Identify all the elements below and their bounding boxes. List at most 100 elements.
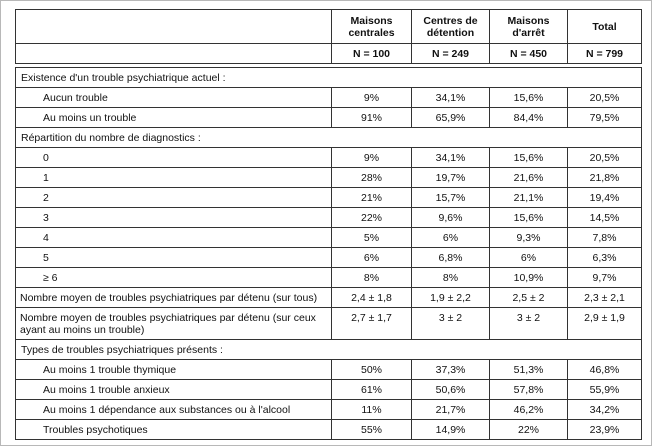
value-cell: 3 ± 2	[489, 307, 568, 340]
row-label: Nombre moyen de troubles psychiatriques …	[15, 307, 332, 340]
row-label: 1	[15, 167, 332, 188]
value-cell: 15,6%	[489, 87, 568, 108]
value-cell: 34,1%	[411, 147, 490, 168]
table-row: Au moins 1 dépendance aux substances ou …	[15, 399, 643, 420]
value-cell: 6%	[489, 247, 568, 268]
table-row: 5 6% 6,8% 6% 6,3%	[15, 247, 643, 268]
row-label: 0	[15, 147, 332, 168]
value-cell: 21,1%	[489, 187, 568, 208]
value-cell: 28%	[331, 167, 412, 188]
value-cell: 50,6%	[411, 379, 490, 400]
value-cell: 2,9 ± 1,9	[566, 307, 643, 340]
value-cell: 21,8%	[566, 167, 643, 188]
value-cell: 9%	[331, 87, 412, 108]
value-cell: 1,9 ± 2,2	[411, 287, 490, 308]
value-cell: 61%	[331, 379, 412, 400]
value-cell: 14,9%	[411, 419, 490, 440]
row-label: Au moins un trouble	[15, 107, 332, 128]
value-cell: 2,7 ± 1,7	[331, 307, 412, 340]
n-maisons-arret: N = 450	[489, 43, 568, 64]
value-cell: 9,7%	[566, 267, 643, 288]
row-label: Au moins 1 dépendance aux substances ou …	[15, 399, 332, 420]
row-label: 5	[15, 247, 332, 268]
value-cell: 6,8%	[411, 247, 490, 268]
row-label: 2	[15, 187, 332, 208]
value-cell: 8%	[411, 267, 490, 288]
table-row: Nombre moyen de troubles psychiatriques …	[15, 287, 643, 308]
row-label: Nombre moyen de troubles psychiatriques …	[15, 287, 332, 308]
table-row: ≥ 6 8% 8% 10,9% 9,7%	[15, 267, 643, 288]
col-header-total: Total	[567, 9, 642, 44]
value-cell: 2,5 ± 2	[489, 287, 568, 308]
value-cell: 21,7%	[411, 399, 490, 420]
value-cell: 6,3%	[566, 247, 643, 268]
section-row: Répartition du nombre de diagnostics :	[14, 127, 643, 148]
row-label: 4	[15, 227, 332, 248]
table-row: Au moins 1 trouble anxieux 61% 50,6% 57,8% 5…	[15, 379, 643, 400]
section-label: Répartition du nombre de diagnostics :	[14, 127, 643, 148]
value-cell: 21,6%	[489, 167, 568, 188]
section-label: Types de troubles psychiatriques présent…	[14, 339, 643, 360]
value-cell: 2,4 ± 1,8	[331, 287, 412, 308]
table-body: Existence d'un trouble psychiatrique act…	[14, 67, 643, 440]
corner-n-cell	[15, 43, 332, 64]
value-cell: 20,5%	[566, 147, 643, 168]
row-label: Aucun trouble	[15, 87, 332, 108]
table-row: 0 9% 34,1% 15,6% 20,5%	[15, 147, 643, 168]
value-cell: 79,5%	[566, 107, 643, 128]
section-row: Existence d'un trouble psychiatrique act…	[14, 67, 643, 88]
section-label: Existence d'un trouble psychiatrique act…	[14, 67, 643, 88]
value-cell: 34,1%	[411, 87, 490, 108]
value-cell: 55,9%	[566, 379, 643, 400]
value-cell: 14,5%	[566, 207, 643, 228]
value-cell: 15,7%	[411, 187, 490, 208]
value-cell: 3 ± 2	[411, 307, 490, 340]
value-cell: 34,2%	[566, 399, 643, 420]
value-cell: 22%	[331, 207, 412, 228]
value-cell: 8%	[331, 267, 412, 288]
value-cell: 9,3%	[489, 227, 568, 248]
value-cell: 5%	[331, 227, 412, 248]
value-cell: 57,8%	[489, 379, 568, 400]
value-cell: 37,3%	[411, 359, 490, 380]
row-label: Au moins 1 trouble anxieux	[15, 379, 332, 400]
value-cell: 46,8%	[566, 359, 643, 380]
value-cell: 15,6%	[489, 207, 568, 228]
value-cell: 22%	[489, 419, 568, 440]
value-cell: 84,4%	[489, 107, 568, 128]
table-row: Aucun trouble 9% 34,1% 15,6% 20,5%	[15, 87, 643, 108]
n-total: N = 799	[567, 43, 642, 64]
value-cell: 6%	[331, 247, 412, 268]
value-cell: 6%	[411, 227, 490, 248]
value-cell: 23,9%	[566, 419, 643, 440]
table-row: Au moins 1 trouble thymique 50% 37,3% 51,3%…	[15, 359, 643, 380]
value-cell: 91%	[331, 107, 412, 128]
col-header-centres-detention: Centres de détention	[411, 9, 490, 44]
value-cell: 19,4%	[566, 187, 643, 208]
table-row: Au moins un trouble 91% 65,9% 84,4% 79,5%	[15, 107, 643, 128]
col-header-maisons-centrales: Maisons centrales	[331, 9, 412, 44]
table-row: 2 21% 15,7% 21,1% 19,4%	[15, 187, 643, 208]
row-label: Au moins 1 trouble thymique	[15, 359, 332, 380]
row-label: Troubles psychotiques	[15, 419, 332, 440]
table-row: 1 28% 19,7% 21,6% 21,8%	[15, 167, 643, 188]
n-maisons-centrales: N = 100	[331, 43, 412, 64]
n-centres-detention: N = 249	[411, 43, 490, 64]
value-cell: 20,5%	[566, 87, 643, 108]
value-cell: 21%	[331, 187, 412, 208]
table-row: Nombre moyen de troubles psychiatriques …	[15, 307, 643, 340]
value-cell: 11%	[331, 399, 412, 420]
row-label: 3	[15, 207, 332, 228]
value-cell: 10,9%	[489, 267, 568, 288]
value-cell: 15,6%	[489, 147, 568, 168]
col-header-maisons-arret: Maisons d'arrêt	[489, 9, 568, 44]
row-label: ≥ 6	[15, 267, 332, 288]
value-cell: 46,2%	[489, 399, 568, 420]
value-cell: 9%	[331, 147, 412, 168]
table-row: Troubles psychotiques 55% 14,9% 22% 23,9%	[15, 419, 643, 440]
header-table: Maisons centrales Centres de détention M…	[15, 9, 642, 64]
value-cell: 9,6%	[411, 207, 490, 228]
value-cell: 65,9%	[411, 107, 490, 128]
corner-cell	[15, 9, 332, 44]
